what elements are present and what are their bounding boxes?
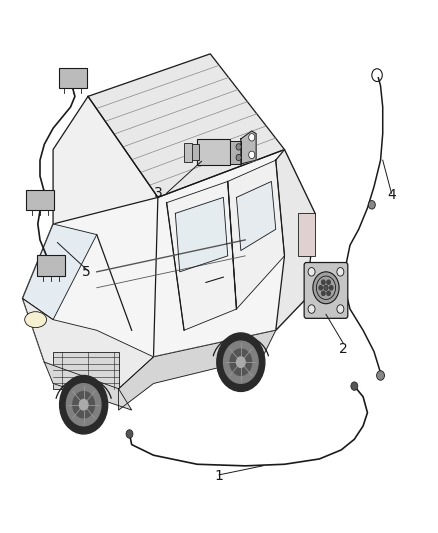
Polygon shape xyxy=(44,362,132,410)
Circle shape xyxy=(249,134,255,141)
Text: 5: 5 xyxy=(81,265,90,279)
Circle shape xyxy=(308,305,315,313)
Text: 4: 4 xyxy=(387,188,396,201)
Circle shape xyxy=(351,382,358,390)
Circle shape xyxy=(73,392,95,418)
FancyBboxPatch shape xyxy=(184,143,192,162)
Polygon shape xyxy=(241,131,256,164)
Text: 1: 1 xyxy=(215,470,223,483)
Circle shape xyxy=(237,357,245,367)
FancyBboxPatch shape xyxy=(37,255,65,276)
FancyBboxPatch shape xyxy=(230,141,241,164)
Circle shape xyxy=(126,430,133,438)
Circle shape xyxy=(377,370,385,380)
Polygon shape xyxy=(22,150,315,389)
FancyBboxPatch shape xyxy=(197,139,230,165)
Text: 3: 3 xyxy=(153,186,162,200)
Polygon shape xyxy=(175,197,228,272)
Circle shape xyxy=(329,286,333,290)
Circle shape xyxy=(223,341,258,383)
Circle shape xyxy=(368,200,375,209)
Polygon shape xyxy=(166,181,237,330)
Bar xyxy=(297,213,315,256)
FancyBboxPatch shape xyxy=(26,190,54,210)
Polygon shape xyxy=(237,181,276,251)
Polygon shape xyxy=(228,160,285,309)
FancyBboxPatch shape xyxy=(304,263,348,318)
Circle shape xyxy=(230,349,252,375)
Ellipse shape xyxy=(25,312,46,328)
Circle shape xyxy=(319,286,322,290)
Circle shape xyxy=(236,155,241,161)
Circle shape xyxy=(327,280,330,285)
Circle shape xyxy=(337,268,344,276)
Circle shape xyxy=(249,151,255,159)
Circle shape xyxy=(308,268,315,276)
Circle shape xyxy=(60,375,108,434)
Text: 2: 2 xyxy=(339,342,348,356)
Circle shape xyxy=(337,305,344,313)
Circle shape xyxy=(327,291,330,295)
Circle shape xyxy=(236,144,241,150)
Circle shape xyxy=(321,280,325,285)
Polygon shape xyxy=(119,330,276,410)
Circle shape xyxy=(67,384,101,426)
Polygon shape xyxy=(22,224,97,320)
Circle shape xyxy=(321,291,325,295)
Circle shape xyxy=(79,399,88,410)
Circle shape xyxy=(324,285,328,290)
FancyBboxPatch shape xyxy=(59,68,87,88)
Polygon shape xyxy=(22,298,153,389)
FancyBboxPatch shape xyxy=(191,144,199,160)
Circle shape xyxy=(217,333,265,391)
Circle shape xyxy=(78,392,89,406)
Circle shape xyxy=(313,272,339,304)
Polygon shape xyxy=(88,54,285,197)
Bar xyxy=(53,352,119,389)
Polygon shape xyxy=(276,150,315,330)
Polygon shape xyxy=(22,96,158,389)
